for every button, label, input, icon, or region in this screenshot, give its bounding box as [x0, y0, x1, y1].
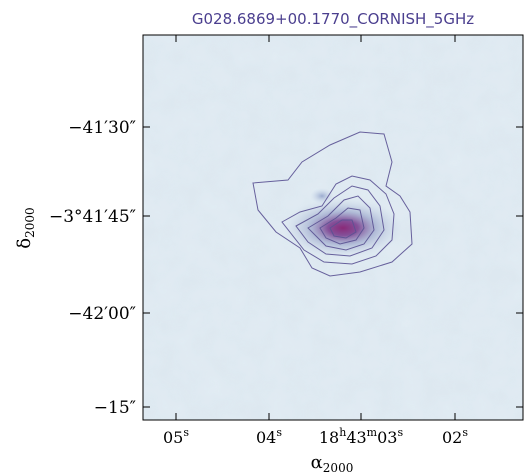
contour-3 — [295, 185, 385, 257]
emission-core — [283, 198, 403, 258]
x-axis-ticks — [175, 35, 456, 420]
x-tick-label: 18h43m03s — [319, 426, 404, 447]
x-axis-tick-labels: 05s 04s 18h43m03s 02s — [163, 426, 468, 447]
y-tick-label: −15″ — [94, 398, 136, 418]
contour-outer — [252, 131, 413, 277]
contour-2 — [281, 175, 395, 265]
contour-4 — [307, 195, 375, 251]
figure-title: G028.6869+00.1770_CORNISH_5GHz — [192, 10, 474, 29]
x-tick-label: 05s — [163, 426, 189, 447]
contour-5 — [319, 207, 365, 245]
x-tick-label: 04s — [256, 426, 282, 447]
y-tick-label: −42′00″ — [68, 304, 136, 324]
contour-lines — [252, 131, 413, 277]
y-axis-ticks — [143, 126, 523, 408]
y-tick-label: −41′30″ — [68, 118, 136, 138]
x-tick-label: 02s — [442, 426, 468, 447]
y-axis-label: δ2000 — [14, 207, 37, 248]
x-axis-label: α2000 — [311, 452, 354, 473]
y-tick-label: −3°41′45″ — [49, 207, 136, 227]
image-panel — [143, 35, 523, 420]
plot-frame — [142, 34, 524, 421]
y-axis-tick-labels: −41′30″ −3°41′45″ −42′00″ −15″ — [49, 118, 136, 418]
contour-6 — [329, 219, 357, 239]
